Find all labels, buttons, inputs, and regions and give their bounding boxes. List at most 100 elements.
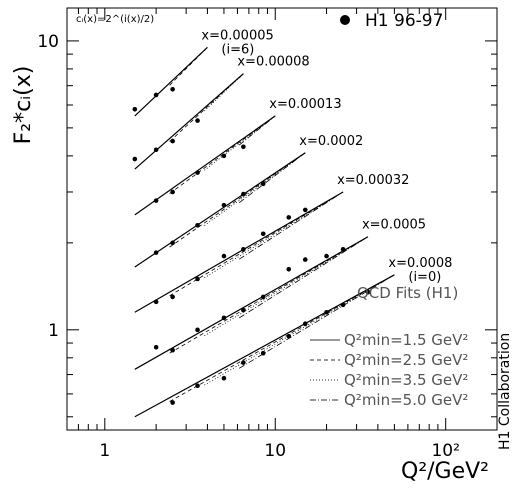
fit-curve [238, 73, 244, 79]
fit-curve [169, 152, 306, 248]
data-point [286, 266, 292, 272]
experiment-label: H1 96-97 [365, 11, 443, 31]
data-point [170, 138, 175, 144]
data-point [221, 315, 227, 321]
legend-title: QCD Fits (H1) [357, 284, 458, 302]
data-point [195, 223, 200, 228]
data-point [260, 350, 266, 356]
data-point [302, 257, 308, 262]
fit-curve [134, 46, 208, 117]
fit-curve [169, 47, 208, 86]
legend-entry-1: Q²min=1.5 GeV² [344, 331, 468, 349]
legend-entry-2: Q²min=2.5 GeV² [344, 351, 468, 369]
legend-marker-h1 [340, 15, 350, 25]
fit-curve [134, 152, 306, 268]
fit-curve [204, 274, 395, 386]
fit-curve [204, 73, 244, 112]
data-point [286, 333, 292, 339]
fit-curve [204, 236, 369, 337]
data-point [302, 207, 308, 213]
data-point [324, 253, 329, 259]
data-point [153, 147, 159, 153]
data-point [340, 246, 346, 252]
series-label: x=0.00008 [237, 55, 309, 70]
axis-ticks: 1 10 10² 1 10 [37, 8, 498, 461]
fit-curve [169, 236, 369, 354]
data-point [170, 400, 175, 405]
data-point [153, 92, 159, 98]
x-axis-label: Q²/GeV² [401, 459, 489, 484]
data-point [170, 347, 175, 353]
data-point [195, 118, 200, 123]
series-label: x=0.0002 [299, 134, 363, 149]
data-point [153, 250, 159, 255]
fit-curve [238, 236, 369, 319]
data-point [170, 294, 175, 300]
y-tick-label: 10 [37, 32, 59, 52]
data-point [170, 240, 175, 246]
y-axis-label: F₂*cᵢ(x) [11, 66, 36, 145]
fit-curve [204, 47, 208, 51]
data-point [153, 198, 159, 203]
data-point [324, 309, 329, 315]
fit-curve [238, 191, 344, 260]
data-point [241, 191, 246, 197]
data-point [132, 106, 138, 112]
formula-label: cᵢ(x)=2^(i(x)/2) [76, 14, 154, 25]
x-tick-label: 1 [99, 441, 110, 461]
data-point [153, 344, 159, 350]
y-tick-label: 1 [48, 321, 59, 341]
series-label: x=0.0005 [362, 218, 426, 233]
data-point [221, 202, 227, 208]
data-point [241, 360, 246, 365]
data-point [221, 375, 227, 381]
plot-frame [66, 7, 498, 431]
data-point [170, 189, 175, 195]
data-point [153, 299, 159, 305]
fit-curve [134, 73, 244, 170]
fit-curve [134, 115, 276, 216]
legend: QCD Fits (H1) Q²min=1.5 GeV² Q²min=2.5 G… [310, 284, 468, 409]
data-point [260, 181, 266, 187]
series-sublabel: (i=6) [221, 42, 254, 57]
series-sublabel: (i=0) [408, 270, 441, 285]
x-tick-label: 10 [264, 441, 286, 461]
fit-curve [238, 115, 276, 146]
fit-curve [134, 274, 395, 418]
series-label: x=0.00013 [269, 97, 341, 112]
data-point [286, 215, 292, 220]
series-label: x=0.00032 [337, 173, 409, 188]
fit-curve [169, 191, 344, 297]
fit-curve [204, 115, 276, 171]
fit-curve [134, 236, 369, 370]
data-point [132, 156, 138, 162]
data-point [241, 246, 246, 252]
data-point [170, 87, 175, 92]
data-point [195, 383, 200, 389]
series-labels: x=0.00005(i=6)x=0.00008 x=0.00013 x=0.0002… [201, 28, 452, 284]
series-label: x=0.00005 [201, 28, 273, 43]
legend-entry-4: Q²min=5.0 GeV² [344, 391, 468, 409]
data-point [241, 144, 246, 150]
fit-curve [204, 191, 344, 279]
plot-border [66, 7, 498, 431]
x-tick-label: 10² [431, 441, 459, 461]
data-point [195, 170, 200, 175]
collaboration-label: H1 Collaboration [497, 333, 513, 450]
data-point [221, 253, 227, 259]
data-point [221, 153, 227, 159]
fit-curve [134, 191, 344, 313]
data-point [365, 289, 371, 295]
data-point [195, 327, 200, 333]
data-point [260, 294, 266, 300]
data-point [241, 307, 246, 313]
legend-entry-3: Q²min=3.5 GeV² [344, 371, 468, 389]
data-point [340, 302, 346, 308]
data-point [260, 231, 266, 237]
fit-curve [238, 152, 306, 203]
fit-curve [169, 274, 395, 402]
fit-curve [169, 73, 244, 142]
data-point [195, 276, 200, 282]
fit-curve [204, 152, 306, 226]
